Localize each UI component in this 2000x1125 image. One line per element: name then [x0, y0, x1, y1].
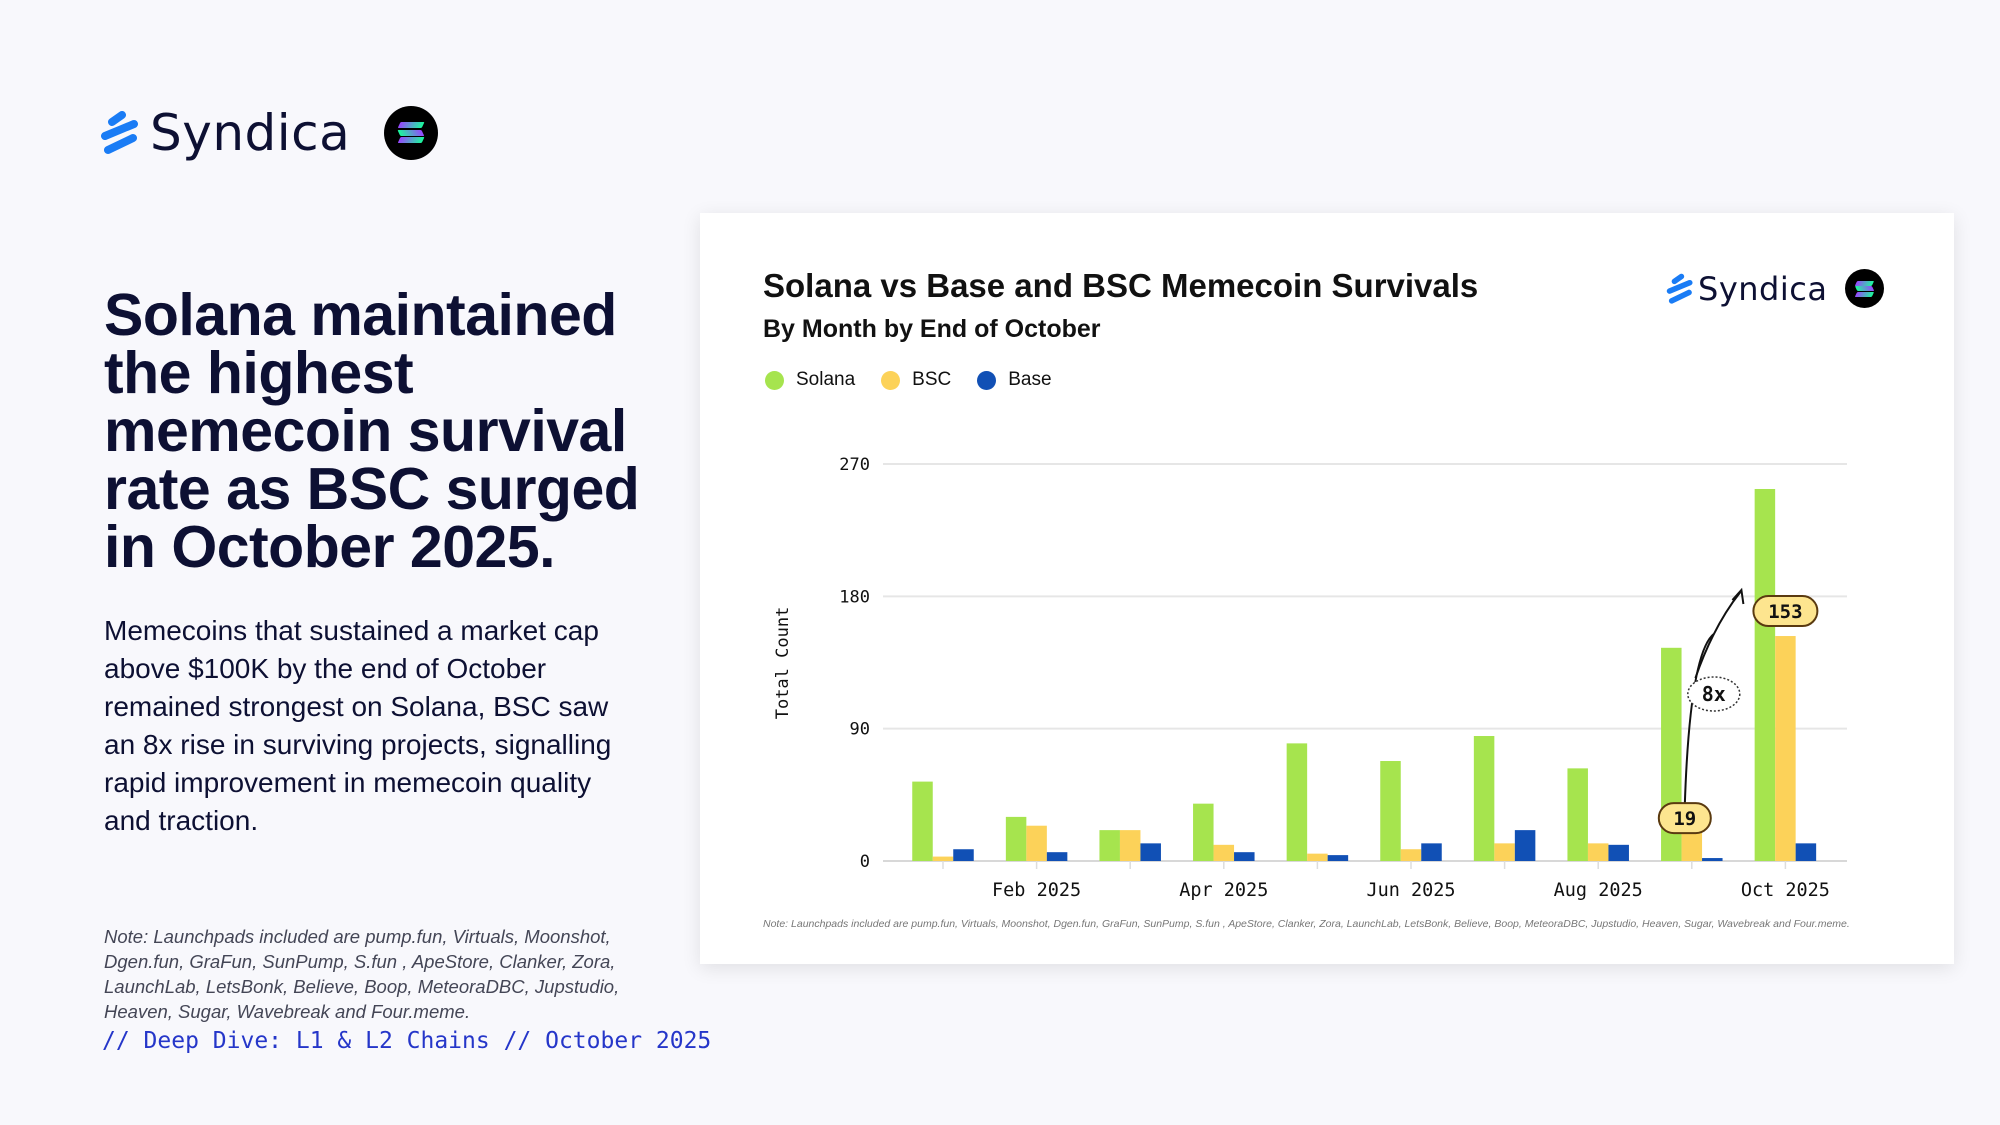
- body-text: Memecoins that sustained a market cap ab…: [104, 615, 612, 836]
- x-tick-label: Apr 2025: [1179, 880, 1268, 901]
- bar-base-may-2025: [1327, 855, 1349, 861]
- annotation-pill-19: [1657, 802, 1712, 835]
- bar-solana-apr-2025: [1193, 803, 1214, 861]
- bar-bsc-jan-2025: [932, 856, 954, 861]
- legend-label: Base: [1008, 369, 1052, 390]
- launchpad-note: Note: Launchpads included are pump.fun, …: [104, 926, 620, 1022]
- card-syndica-logo: Syndica: [1666, 269, 1885, 308]
- footer-tagline: // Deep Dive: L1 & L2 Chains // October …: [102, 1028, 712, 1054]
- legend-label: BSC: [912, 369, 952, 390]
- unused-path: [1703, 478, 1752, 621]
- arrow-head-icon: [1731, 587, 1745, 605]
- bar-solana-may-2025: [1286, 743, 1308, 861]
- bar-solana-feb-2025: [1005, 816, 1027, 861]
- bar-base-jan-2025: [953, 849, 974, 861]
- card-brand-name: Syndica: [1698, 269, 1828, 308]
- annotation-pill-153: [1752, 595, 1819, 628]
- bar-bsc-may-2025: [1307, 853, 1328, 861]
- annotation-growth-label: 8x: [1702, 682, 1726, 706]
- y-axis-label: Total Count: [773, 607, 793, 720]
- bar-solana-jan-2025: [912, 781, 933, 861]
- legend-dot-icon: [881, 370, 901, 390]
- bar-base-sep-2025: [1702, 858, 1723, 861]
- growth-arrow: [1683, 633, 1715, 806]
- legend-item-bsc: BSC: [881, 369, 951, 391]
- bar-bsc-mar-2025: [1119, 830, 1141, 861]
- bar-base-feb-2025: [1046, 852, 1068, 861]
- legend-label: Solana: [796, 369, 856, 390]
- x-tick-label: Oct 2025: [1741, 880, 1830, 901]
- bar-solana-jul-2025: [1473, 736, 1495, 861]
- solana-logo-icon: [384, 106, 439, 160]
- brand-name: Syndica: [150, 104, 351, 162]
- bar-solana-oct-2025: [1754, 488, 1776, 861]
- chart-card: Solana vs Base and BSC Memecoin Survival…: [700, 213, 1954, 964]
- bar-solana-aug-2025: [1567, 768, 1588, 861]
- bar-solana-jun-2025: [1380, 761, 1401, 861]
- annotation-label-153: 153: [1768, 601, 1802, 623]
- chart-subtitle: By Month by End of October: [763, 315, 1101, 343]
- bar-bsc-oct-2025: [1775, 636, 1796, 861]
- bar-bsc-sep-2025: [1681, 833, 1703, 861]
- bar-base-oct-2025: [1795, 843, 1817, 861]
- x-tick-label: Jun 2025: [1366, 880, 1455, 901]
- headline: Solana maintained the highest memecoin s…: [104, 282, 640, 580]
- bar-base-apr-2025: [1234, 852, 1255, 861]
- syndica-logo-icon: [101, 111, 138, 154]
- legend-item-solana: Solana: [765, 369, 855, 391]
- legend-dot-icon: [977, 370, 997, 390]
- chart-title: Solana vs Base and BSC Memecoin Survival…: [763, 267, 1479, 304]
- solana-logo-icon: [1845, 269, 1885, 308]
- bar-base-jun-2025: [1421, 843, 1442, 861]
- bar-bsc-apr-2025: [1213, 844, 1235, 861]
- bar-bsc-feb-2025: [1026, 825, 1047, 861]
- bar-base-jul-2025: [1514, 830, 1536, 861]
- annotation-label-19: 19: [1673, 808, 1696, 830]
- chart-legend: Solana BSC Base: [765, 369, 1052, 391]
- bar-chart: 0 90 180 270 Total Count Feb 2025 Apr 2025 Jun …: [773, 455, 1847, 901]
- legend-item-base: Base: [977, 369, 1052, 391]
- bar-bsc-jul-2025: [1494, 843, 1515, 861]
- y-tick-label: 180: [839, 587, 870, 607]
- legend-dot-icon: [765, 370, 784, 390]
- bar-solana-mar-2025: [1099, 830, 1120, 861]
- x-tick-label: Feb 2025: [992, 880, 1081, 901]
- y-tick-label: 270: [839, 455, 870, 475]
- bar-bsc-aug-2025: [1587, 843, 1609, 861]
- syndica-logo: Syndica: [100, 104, 439, 162]
- bar-base-aug-2025: [1608, 844, 1629, 861]
- y-tick-label: 90: [850, 720, 870, 740]
- chart-note: Note: Launchpads included are pump.fun, …: [763, 918, 1850, 930]
- bar-base-mar-2025: [1140, 843, 1161, 861]
- syndica-logo-icon: [1666, 273, 1693, 304]
- annotation-growth-bubble: [1687, 676, 1741, 712]
- x-tick-label: Aug 2025: [1554, 880, 1643, 901]
- growth-arrow-upper: [1694, 591, 1742, 679]
- y-tick-label: 0: [860, 852, 870, 872]
- bar-bsc-jun-2025: [1400, 849, 1422, 861]
